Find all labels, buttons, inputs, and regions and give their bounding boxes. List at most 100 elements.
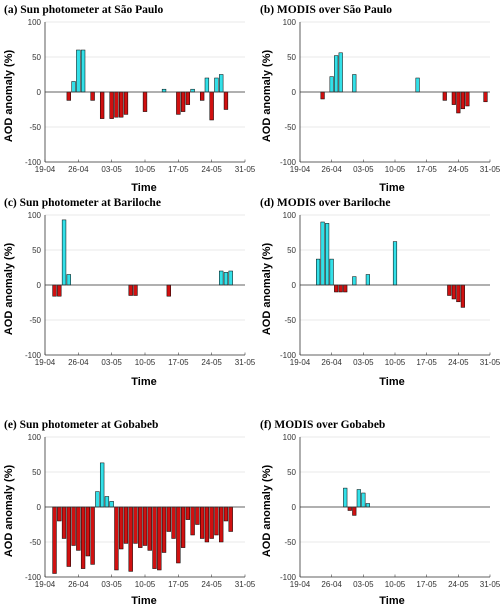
panel-a-bar (161, 88, 167, 93)
panel-d-bar (329, 258, 334, 286)
panel-e-bar (152, 506, 157, 569)
panel-a-bar (180, 91, 186, 112)
panel-e-xtick-label: 26-04 (68, 580, 89, 589)
panel-f-xlabel: Time (379, 595, 404, 607)
panel-e-bar (76, 506, 81, 551)
panel-c-xtick-label: 17-05 (168, 358, 189, 367)
panel-a-bar (114, 91, 119, 118)
panel-d-xtick-label: 10-05 (385, 358, 406, 367)
panel-e-bar (61, 506, 67, 539)
panel-f: (f) MODIS over Gobabeb AOD anomaly (%) T… (260, 419, 405, 607)
panel-a-bar (204, 77, 210, 93)
panel-f-bar (343, 487, 348, 508)
panel-c-ytick-label: 100 (28, 211, 42, 220)
panel-f-bar (352, 506, 357, 516)
panel-f-title: (f) MODIS over Gobabeb (260, 419, 385, 431)
panel-e-bar (195, 506, 200, 525)
panel-b-xtick-label: 31-05 (480, 165, 500, 174)
panel-f-ytick-label: -50 (284, 538, 296, 547)
panel-e-xlabel: Time (131, 595, 156, 607)
panel-e-bar (142, 506, 148, 546)
panel-e-ytick-label: -100 (25, 573, 42, 582)
panel-a-xtick-label: 19-04 (35, 165, 56, 174)
panel-d-xtick-label: 26-04 (321, 358, 342, 367)
panel-a-bar (90, 91, 95, 101)
panel-e-xtick-label: 03-05 (101, 580, 122, 589)
panel-c-ytick-label: 0 (37, 281, 42, 290)
panel-a-bar (80, 49, 86, 93)
panel-a-ytick-label: -50 (29, 123, 41, 132)
panel-a-bar (214, 77, 219, 93)
panel-e-bar (185, 506, 191, 520)
panel-c-bar (223, 272, 229, 286)
panel-b-bar (338, 52, 343, 93)
panel-e-bar (219, 506, 224, 543)
panel-b-bar (334, 55, 339, 93)
panel-a-ytick-label: 0 (37, 88, 42, 97)
panel-d-ytick-label: 100 (283, 211, 297, 220)
panel-a-bar (185, 91, 191, 105)
panel-c-bar (57, 284, 62, 297)
panel-c-xtick-label: 10-05 (135, 358, 156, 367)
panel-d-xtick-label: 24-05 (448, 358, 469, 367)
panel-a-bar (223, 91, 229, 110)
panel-a-bar (190, 88, 195, 93)
panel-b-bar (460, 91, 465, 110)
panel-f-xtick-label: 26-04 (321, 580, 342, 589)
panel-e-bar (99, 462, 105, 508)
panel-b-ytick-label: -50 (284, 123, 296, 132)
panel-f-bar (365, 503, 370, 508)
panel-d-bar (325, 223, 330, 286)
panel-e-bar (85, 506, 91, 557)
panel-c-ytick-label: -50 (29, 316, 41, 325)
panel-e-bar (190, 506, 195, 536)
panel-e-ylabel: AOD anomaly (%) (3, 465, 15, 558)
panel-e-ytick-label: 0 (37, 503, 42, 512)
panel-b-title: (b) MODIS over São Paulo (260, 4, 392, 16)
panel-c-xtick-label: 26-04 (68, 358, 89, 367)
panel-f-xtick-label: 10-05 (385, 580, 406, 589)
panel-e-bar (138, 506, 143, 548)
panel-e-ytick-label: -50 (29, 538, 41, 547)
panel-a-ytick-label: 50 (32, 53, 41, 62)
panel-d-bar (352, 276, 357, 286)
panel-a-bar (142, 91, 148, 112)
panel-e-bar (166, 506, 171, 532)
panel-e-xtick-label: 24-05 (201, 580, 222, 589)
panel-c-bar (52, 284, 57, 297)
panel-d-bar (392, 241, 398, 286)
panel-f-xtick-label: 19-04 (290, 580, 311, 589)
panel-c-title: (c) Sun photometer at Bariloche (4, 197, 161, 209)
panel-e-bar (104, 496, 110, 508)
panel-b-xtick-label: 17-05 (416, 165, 437, 174)
panel-a-bar (199, 91, 205, 101)
panel-c-bar (128, 284, 133, 296)
panel-d-bar (451, 284, 456, 300)
panel-d-title: (d) MODIS over Bariloche (260, 197, 390, 209)
panel-e-bar (204, 506, 210, 543)
panel-e-bar (95, 491, 100, 508)
panel-e-xtick-label: 19-04 (35, 580, 56, 589)
panel-e-bar (109, 501, 114, 508)
panel-c-xtick-label: 03-05 (101, 358, 122, 367)
panel-f-xtick-label: 17-05 (416, 580, 437, 589)
panel-e-bar (66, 506, 71, 567)
panel-d-bar (456, 284, 461, 303)
panel-b-bar (456, 91, 461, 114)
panel-b-ytick-label: 50 (287, 53, 296, 62)
panel-e-bar (157, 506, 162, 571)
panel-e-bar (123, 506, 129, 544)
panel-c-bar (61, 219, 67, 286)
panel-c-bar (66, 274, 71, 286)
panel-a-title: (a) Sun photometer at São Paulo (4, 4, 163, 16)
panel-a-ylabel: AOD anomaly (%) (3, 50, 15, 143)
panel-e-xtick-label: 31-05 (235, 580, 256, 589)
panel-e-bar (199, 506, 205, 539)
panel-e-ytick-label: 100 (28, 433, 42, 442)
panel-b-bar (451, 91, 456, 105)
panel-c-ytick-label: -100 (25, 351, 42, 360)
panel-c-plot: -100 -50 0 50 100 19-04 26-04 03-05 10-05 17-05 24… (25, 211, 256, 367)
panel-f-bar (347, 506, 352, 511)
panel-a-bar (123, 91, 129, 115)
